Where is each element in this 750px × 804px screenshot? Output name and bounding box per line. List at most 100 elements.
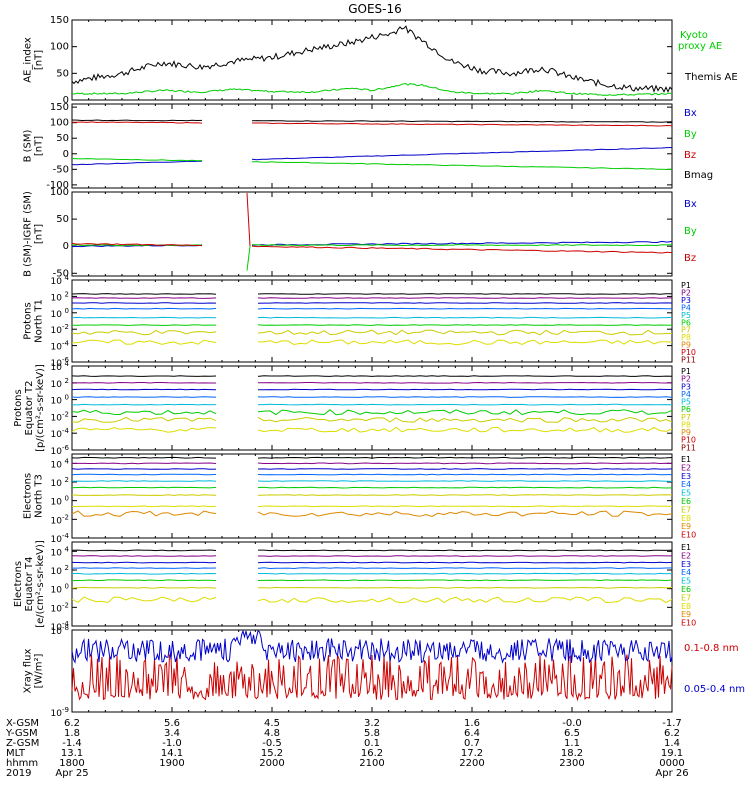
x-row-value: 2100 (359, 758, 384, 769)
series-e8 (257, 596, 673, 604)
legend-p9: P9 (681, 428, 691, 437)
series-e6 (71, 579, 217, 582)
legend-e3: E3 (681, 560, 691, 569)
y-tick-label: 10 (51, 326, 63, 336)
y-tick-label: 10 (51, 516, 63, 526)
series-e4 (257, 473, 672, 476)
series-p8 (258, 339, 673, 346)
legend-p4: P4 (681, 390, 691, 399)
y-tick-label-exp: -4 (62, 340, 70, 348)
y-tick-label-exp: 2 (65, 564, 69, 572)
series-p6 (257, 409, 673, 416)
y-tick-label-exp: -4 (62, 620, 70, 628)
y-tick-label-exp: 0 (65, 583, 69, 591)
y-tick-label-exp: 2 (65, 290, 69, 298)
series-bz (71, 242, 203, 247)
x-row-value: 2000 (259, 758, 284, 769)
y-tick-label: 10 (51, 397, 63, 407)
y-tick-label: 10 (51, 623, 63, 633)
legend-p1: P1 (681, 281, 691, 290)
legend-e4: E4 (681, 480, 691, 489)
y-tick-label-exp: -2 (62, 513, 69, 521)
y-tick-label-exp: -8 (62, 624, 69, 632)
y-axis-label: Xray flux (23, 649, 34, 694)
y-tick-label: 0 (63, 95, 69, 106)
legend-bz: Bz (684, 253, 696, 264)
y-tick-label-exp: 2 (65, 377, 69, 385)
series-e3 (257, 561, 673, 564)
x-row-value: Apr 25 (55, 768, 88, 779)
y-axis-label: Equator T2 (24, 381, 35, 436)
legend-e8: E8 (681, 514, 691, 523)
y-tick-label: 150 (50, 15, 69, 26)
legend-p3: P3 (681, 296, 691, 305)
series-e5 (258, 572, 673, 575)
series-e7 (71, 586, 217, 589)
y-axis-label: [e/(cm²-s-sr-keV)] (35, 540, 46, 628)
y-tick-label: 100 (50, 118, 69, 129)
legend-bmag: Bmag (684, 170, 713, 181)
legend-p2: P2 (681, 375, 691, 384)
x-row-value: 1900 (159, 758, 184, 769)
panel-frame (71, 19, 673, 101)
series-p7 (257, 329, 672, 336)
series-kyoto-ae (71, 83, 673, 96)
series-p2 (71, 297, 217, 299)
series-p8 (71, 426, 217, 433)
legend-by: By (684, 226, 697, 237)
series-e9 (71, 510, 217, 517)
series-p4 (71, 396, 217, 398)
legend-e5: E5 (681, 577, 691, 586)
legend-p8: P8 (681, 420, 691, 429)
series-e1 (71, 456, 217, 459)
legend-p9: P9 (681, 341, 691, 350)
series-e8 (72, 505, 217, 508)
legend-e10: E10 (681, 531, 696, 540)
x-row-value: 4.8 (264, 728, 280, 739)
panel-frame (71, 191, 673, 277)
y-axis-label: [nT] (34, 136, 45, 156)
spike-bz (246, 193, 251, 247)
panel-frame (71, 453, 673, 539)
y-tick-label-exp: 4 (65, 545, 70, 553)
x-row-value: -0.5 (262, 738, 282, 749)
series-bmag (251, 120, 673, 123)
x-row-value: 2300 (559, 758, 584, 769)
series-p7 (71, 329, 217, 336)
panel-3: B (SM)-IGRF (SM) [nT] -50 0 50 100 Bx By Bz (23, 187, 697, 279)
y-tick-label: 150 (50, 102, 69, 113)
legend-xray-long: 0.1-0.8 nm (684, 643, 739, 654)
series-p3 (71, 388, 217, 391)
panel-8: Xray flux [W/m²]10 -910 -80.1-0.8 nm0.05-0.… (23, 624, 746, 719)
legend-p3: P3 (681, 382, 691, 391)
spike-by (246, 246, 251, 271)
x-row-value: -0.0 (562, 718, 582, 729)
legend-p7: P7 (681, 326, 691, 335)
y-axis-label: AE_index (23, 37, 34, 83)
series-e1 (257, 456, 673, 459)
y-tick-label: -50 (53, 164, 69, 175)
x-row-value: -1.7 (662, 718, 682, 729)
x-row-label: 2019 (6, 768, 31, 779)
series-bz (252, 122, 673, 127)
legend-p5: P5 (681, 398, 691, 407)
series-e2 (71, 462, 217, 465)
legend-e2: E2 (681, 551, 691, 560)
series-p4 (257, 396, 673, 398)
y-axis-label: Protons (23, 302, 34, 339)
y-tick-label-exp: 0 (65, 394, 69, 402)
y-tick-label: 10 (51, 498, 63, 508)
panel-frame (71, 541, 673, 627)
x-row-value: Apr 26 (655, 768, 688, 779)
legend-bx: Bx (684, 199, 697, 210)
series-e9 (257, 510, 673, 518)
plot-title: GOES-16 (348, 2, 402, 16)
series-bx (71, 160, 203, 166)
series-p1 (71, 293, 217, 295)
x-row-value: 0000 (659, 758, 684, 769)
series-p7 (257, 416, 673, 423)
legend-kyoto-ae: Kyoto (680, 30, 708, 41)
series-p4 (257, 307, 673, 310)
panel-frame (71, 103, 673, 189)
y-axis-label: [p/(cm²-s-sr-keV)] (35, 364, 46, 452)
